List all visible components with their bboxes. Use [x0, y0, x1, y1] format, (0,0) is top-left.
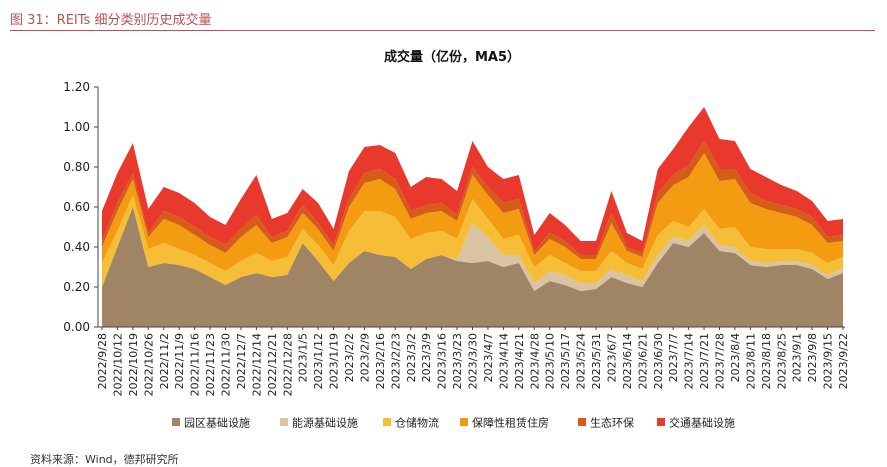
- y-tick-label: 1.00: [63, 120, 90, 134]
- x-tick-label: 2022/12/14: [250, 333, 263, 396]
- x-tick-label: 2023/9/1: [791, 333, 804, 382]
- x-tick-label: 2023/6/7: [605, 333, 618, 382]
- x-tick-label: 2023/3/23: [451, 333, 464, 389]
- legend-label-5: 生态环保: [590, 416, 634, 430]
- x-tick-label: 2023/6/14: [621, 333, 634, 389]
- x-tick-label: 2023/7/14: [683, 333, 696, 389]
- x-tick-label: 2023/2/2: [343, 333, 356, 382]
- x-tick-label: 2023/1/19: [328, 333, 341, 389]
- series-area-4: [102, 153, 843, 271]
- figure-header: 图 31：REITs 细分类别历史成交量: [10, 6, 875, 31]
- x-tick-label: 2023/9/15: [822, 333, 835, 389]
- legend-label-1: 园区基础设施: [184, 417, 250, 430]
- legend-swatch-3: [383, 418, 391, 426]
- legend-label-6: 交通基础设施: [669, 416, 735, 430]
- x-tick-label: 2023/5/17: [559, 333, 572, 389]
- legend-swatch-5: [578, 418, 586, 426]
- x-tick-label: 2023/3/16: [436, 333, 449, 389]
- x-tick-label: 2023/2/9: [358, 333, 371, 382]
- figure-caption: 图 31：REITs 细分类别历史成交量: [10, 13, 212, 28]
- x-tick-label: 2023/3/30: [467, 333, 480, 389]
- x-tick-label: 2022/11/30: [220, 333, 233, 396]
- x-tick-label: 2022/11/16: [189, 333, 202, 396]
- legend-swatch-1: [172, 418, 180, 426]
- x-tick-label: 2023/9/22: [837, 333, 850, 389]
- volume-chart: 成交量（亿份，MA5） 0.00 0.20 0.40 0.60 0.80 1.00 1.20 2…: [63, 49, 850, 430]
- x-tick-label: 2023/4/28: [528, 333, 541, 389]
- source-note: 资料来源：Wind，德邦研究所: [30, 453, 179, 466]
- x-tick-label: 2022/11/2: [158, 333, 171, 389]
- x-tick-label: 2022/9/28: [96, 333, 109, 389]
- y-tick-label: 0.60: [63, 200, 90, 214]
- y-tick-label: 0.80: [63, 160, 90, 174]
- legend-swatch-4: [460, 418, 468, 426]
- series-area-3: [102, 195, 843, 287]
- chart-title: 成交量（亿份，MA5）: [384, 49, 520, 65]
- x-tick-label: 2023/5/24: [575, 333, 588, 389]
- legend-label-4: 保障性租赁住房: [472, 416, 549, 430]
- x-tick-label: 2023/2/16: [374, 333, 387, 389]
- legend-swatch-6: [657, 418, 665, 426]
- series-area-1: [102, 207, 843, 327]
- x-tick-label: 2023/4/14: [497, 333, 510, 389]
- series-area-2: [102, 207, 843, 291]
- x-tick-label: 2023/5/31: [590, 333, 603, 389]
- x-tick-label: 2023/7/7: [667, 333, 680, 382]
- x-tick-label: 2023/3/9: [420, 333, 433, 382]
- y-tick-label: 0.40: [63, 240, 90, 254]
- x-tick-label: 2023/4/7: [482, 333, 495, 382]
- y-tick-label: 0.00: [63, 320, 90, 334]
- x-tick-label: 2022/11/9: [173, 333, 186, 389]
- x-tick-label: 2022/10/26: [142, 333, 155, 396]
- caption-divider: [10, 30, 875, 31]
- x-tick-label: 2023/8/18: [760, 333, 773, 389]
- y-tick-label: 0.20: [63, 280, 90, 294]
- y-tick-label: 1.20: [63, 80, 90, 94]
- x-tick-label: 2023/5/10: [544, 333, 557, 389]
- x-tick-label: 2023/9/8: [806, 333, 819, 382]
- x-tick-label: 2022/12/28: [281, 333, 294, 396]
- x-tick-label: 2022/12/21: [266, 333, 279, 396]
- x-tick-label: 2023/6/21: [636, 333, 649, 389]
- x-tick-label: 2023/7/21: [698, 333, 711, 389]
- x-tick-label: 2023/2/23: [389, 333, 402, 389]
- x-tick-label: 2023/1/12: [312, 333, 325, 389]
- x-tick-label: 2022/10/19: [127, 333, 140, 396]
- legend-swatch-2: [280, 418, 288, 426]
- x-tick-label: 2022/11/23: [204, 333, 217, 396]
- x-tick-label: 2023/1/5: [297, 333, 310, 382]
- x-tick-label: 2022/12/7: [235, 333, 248, 389]
- x-tick-label: 2023/7/28: [714, 333, 727, 389]
- x-tick-label: 2023/8/25: [775, 333, 788, 389]
- x-tick-label: 2023/4/21: [513, 333, 526, 389]
- x-tick-label: 2023/6/30: [652, 333, 665, 389]
- legend-label-3: 仓储物流: [395, 416, 439, 430]
- x-tick-label: 2023/8/4: [729, 333, 742, 382]
- series-area-6: [102, 107, 843, 255]
- x-tick-label: 2022/10/12: [111, 333, 124, 396]
- x-tick-label: 2023/3/2: [405, 333, 418, 382]
- x-tick-label: 2023/8/11: [744, 333, 757, 389]
- legend-label-2: 能源基础设施: [292, 416, 358, 430]
